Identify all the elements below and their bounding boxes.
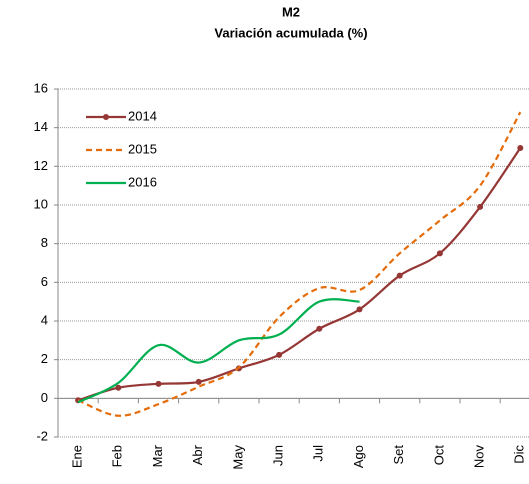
marker	[396, 272, 403, 279]
x-tick-label: Ene	[70, 445, 85, 468]
y-tick-label: 0	[41, 390, 48, 405]
y-tick-label: 14	[34, 119, 48, 134]
legend-label: 2015	[128, 141, 157, 156]
marker	[436, 250, 443, 257]
x-tick-label: Oct	[431, 445, 446, 466]
y-tick-label: 8	[41, 235, 48, 250]
marker	[316, 325, 323, 332]
x-tick-label: Ago	[351, 445, 366, 468]
marker	[356, 306, 363, 313]
chart-subtitle: Variación acumulada (%)	[214, 25, 367, 40]
marker	[276, 351, 283, 358]
marker	[155, 380, 162, 387]
x-tick-label: Set	[391, 445, 406, 465]
marker	[195, 378, 202, 385]
x-tick-label: Feb	[110, 445, 125, 467]
line	[77, 111, 522, 417]
marker	[115, 384, 122, 391]
x-tick-label: Nov	[472, 445, 487, 469]
marker	[477, 203, 484, 210]
y-tick-label: 6	[41, 274, 48, 289]
y-tick-label: 2	[41, 351, 48, 366]
legend-label: 2016	[128, 174, 157, 189]
y-tick-label: 16	[34, 80, 48, 95]
x-tick-label: Jul	[311, 445, 326, 462]
legend-marker	[103, 114, 109, 120]
line	[77, 298, 360, 404]
x-tick-label: Mar	[150, 444, 165, 467]
y-tick-label: 10	[34, 196, 48, 211]
y-tick-label: 4	[41, 312, 48, 327]
chart-title: M2	[282, 4, 300, 19]
x-tick-label: Dic	[512, 445, 527, 464]
y-tick-label: -2	[36, 428, 48, 443]
x-tick-label: Abr	[190, 444, 205, 465]
legend-label: 2014	[128, 108, 157, 123]
x-tick-label: May	[230, 445, 245, 470]
x-tick-label: Jun	[271, 445, 286, 466]
y-tick-label: 12	[34, 158, 48, 173]
marker	[517, 144, 524, 151]
